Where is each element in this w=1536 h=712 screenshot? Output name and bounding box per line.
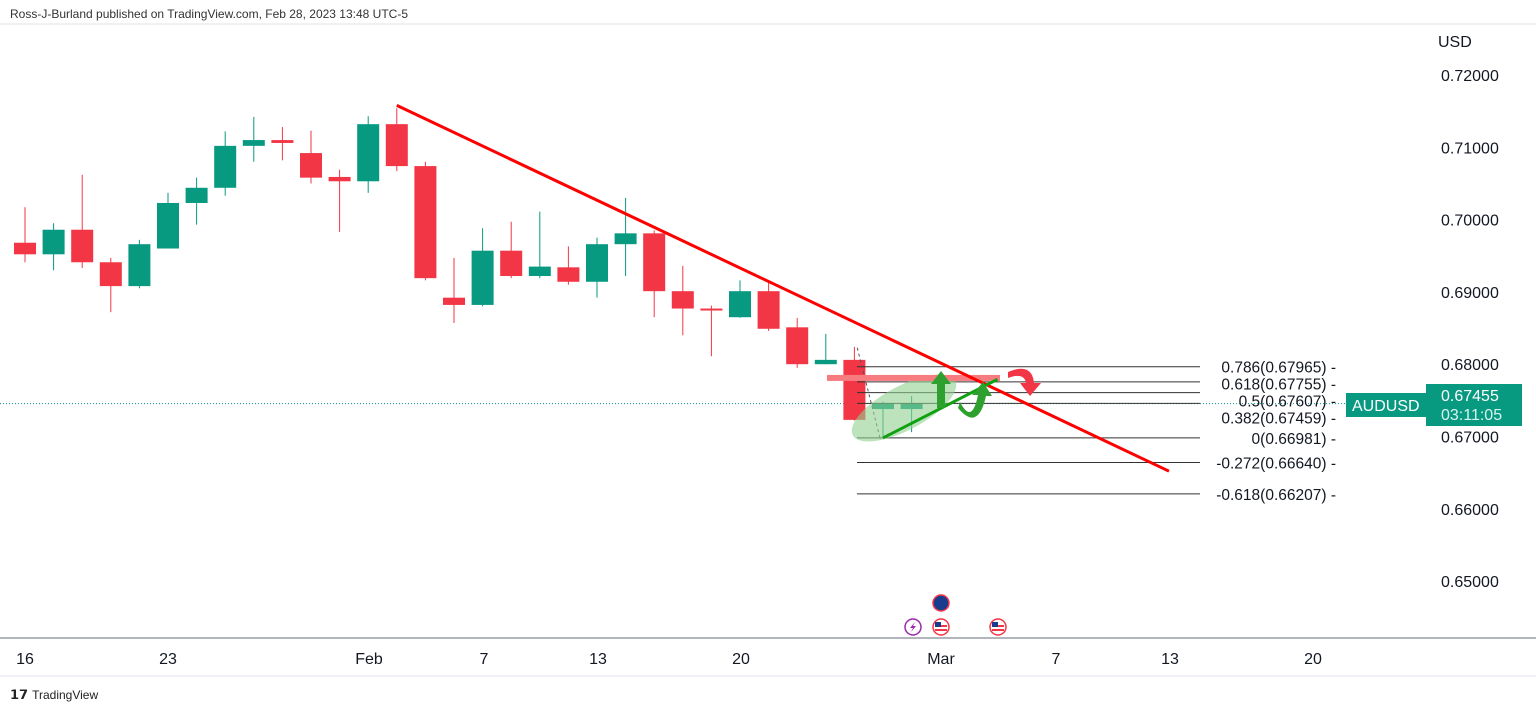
candle-body bbox=[614, 233, 637, 245]
candle-body bbox=[385, 124, 408, 167]
event-us-icon bbox=[989, 618, 1007, 636]
bounce-arrow-icon bbox=[958, 382, 992, 418]
flag-canton bbox=[992, 622, 998, 627]
candle-body bbox=[471, 250, 494, 305]
event-au-icon bbox=[932, 594, 950, 612]
fib-level-label: 0.382(0.67459) - bbox=[1221, 411, 1336, 428]
y-tick-label: 0.67000 bbox=[1441, 430, 1499, 447]
tradingview-logo[interactable]: 𝟭𝟳 TradingView bbox=[10, 687, 98, 703]
candle-body bbox=[14, 242, 36, 255]
x-tick-label: 13 bbox=[589, 651, 607, 668]
flag-stripe bbox=[935, 629, 947, 631]
bearish-trendline bbox=[396, 104, 1170, 473]
candle-body bbox=[786, 327, 809, 365]
candle-body bbox=[757, 291, 780, 329]
price-tag: AUDUSD 0.67455 03:11:05 bbox=[1346, 384, 1522, 426]
candle-body bbox=[328, 176, 351, 182]
fib-level-label: -0.272(0.66640) - bbox=[1216, 456, 1336, 473]
fib-level-label: -0.618(0.66207) - bbox=[1216, 487, 1336, 504]
x-tick-label: Feb bbox=[355, 651, 383, 668]
logo-text: TradingView bbox=[32, 688, 99, 702]
candle-body bbox=[729, 291, 751, 318]
candle-body bbox=[71, 229, 94, 263]
y-tick-label: 0.70000 bbox=[1441, 213, 1499, 230]
lightning-glyph bbox=[910, 622, 916, 632]
candle-body bbox=[700, 308, 723, 311]
event-us-icon bbox=[932, 618, 950, 636]
symbol-label: AUDUSD bbox=[1352, 398, 1420, 415]
candle-body bbox=[242, 140, 265, 146]
x-tick-label: Mar bbox=[927, 651, 955, 668]
candle-body bbox=[214, 145, 237, 188]
y-tick-label: 0.65000 bbox=[1441, 574, 1499, 591]
candle-body bbox=[271, 140, 294, 143]
resistance-band bbox=[827, 374, 1000, 381]
y-tick-label: 0.69000 bbox=[1441, 285, 1499, 302]
x-tick-label: 20 bbox=[1304, 651, 1322, 668]
fib-level-label: 0(0.66981) - bbox=[1252, 431, 1336, 448]
y-tick-label: 0.66000 bbox=[1441, 502, 1499, 519]
y-tick-label: 0.68000 bbox=[1441, 357, 1499, 374]
candle-body bbox=[671, 291, 694, 309]
fib-level-label: 0.786(0.67965) - bbox=[1221, 360, 1336, 377]
x-tick-label: 7 bbox=[1052, 651, 1061, 668]
currency-label: USD bbox=[1438, 34, 1472, 51]
fib-connector bbox=[856, 346, 881, 439]
candle-body bbox=[586, 244, 608, 282]
candle-body bbox=[357, 124, 380, 182]
y-tick-label: 0.72000 bbox=[1441, 68, 1499, 85]
candle-body bbox=[528, 266, 551, 276]
symbol-tag bbox=[1346, 393, 1426, 417]
candle-body bbox=[185, 187, 208, 203]
candle-body bbox=[500, 250, 523, 276]
price-tag-box bbox=[1426, 384, 1522, 426]
x-tick-label: 7 bbox=[480, 651, 489, 668]
flag-stripe bbox=[992, 629, 1004, 631]
fib-level-label: 0.618(0.67755) - bbox=[1221, 377, 1336, 394]
x-tick-label: 16 bbox=[16, 651, 34, 668]
candle-body bbox=[99, 262, 122, 287]
candle-body bbox=[128, 244, 151, 287]
up-arrow-icon bbox=[931, 371, 951, 408]
candle-body bbox=[443, 297, 465, 305]
candle-body bbox=[300, 153, 322, 178]
last-price-label: 0.67455 bbox=[1441, 388, 1499, 405]
reversal-arrow-icon bbox=[1008, 368, 1041, 396]
highlight-ellipse bbox=[851, 374, 957, 442]
attribution: Ross-J-Burland published on TradingView.… bbox=[10, 7, 408, 21]
fib-level-label: 0.5(0.67607) - bbox=[1239, 394, 1336, 411]
candle-body bbox=[157, 202, 179, 249]
candle-body bbox=[557, 267, 580, 282]
y-tick-label: 0.71000 bbox=[1441, 140, 1499, 157]
candle-body bbox=[814, 359, 837, 365]
candle-body bbox=[843, 359, 866, 420]
candle-body bbox=[414, 166, 437, 279]
candle-body bbox=[42, 229, 65, 255]
countdown-label: 03:11:05 bbox=[1441, 407, 1502, 424]
tv-logo-icon: 𝟭𝟳 bbox=[10, 687, 29, 702]
x-tick-label: 13 bbox=[1161, 651, 1179, 668]
event-lightning-event-icon bbox=[904, 618, 922, 636]
x-tick-label: 20 bbox=[732, 651, 750, 668]
event-circle bbox=[932, 594, 950, 612]
flag-canton bbox=[935, 622, 941, 627]
x-tick-label: 23 bbox=[159, 651, 177, 668]
candle-body bbox=[643, 233, 666, 292]
